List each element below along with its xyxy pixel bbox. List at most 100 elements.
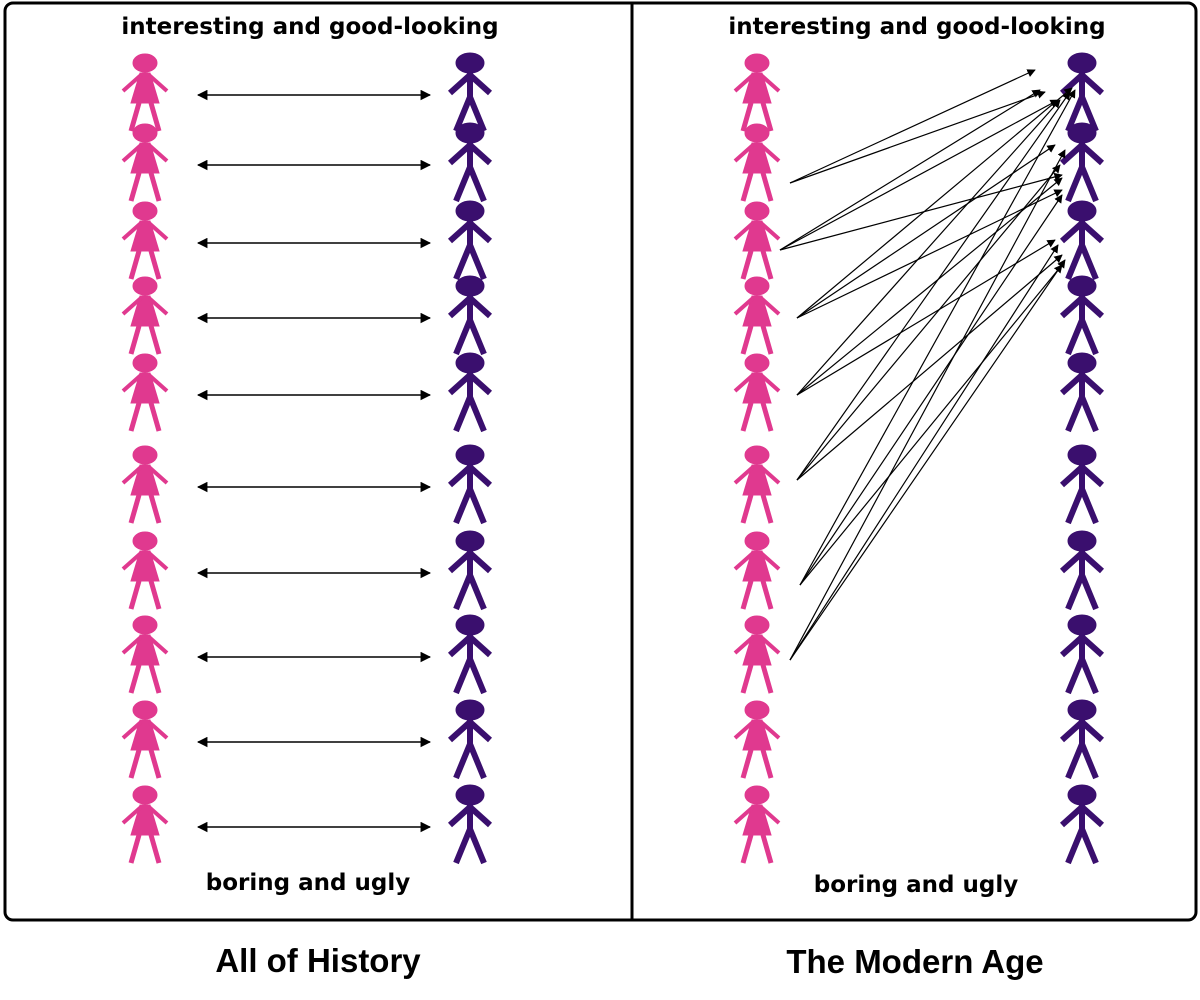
legs [740, 102, 774, 132]
man-figure [447, 275, 493, 356]
arms [733, 720, 781, 740]
legs [740, 664, 774, 694]
woman-figure [733, 531, 781, 610]
arrow [796, 99, 1061, 396]
body [447, 295, 493, 356]
woman-figure [733, 276, 781, 355]
head [744, 445, 770, 465]
arrow [789, 149, 1066, 661]
woman-figure [733, 201, 781, 280]
man-figure [1059, 784, 1105, 865]
head [1067, 122, 1097, 144]
body [1059, 220, 1105, 281]
woman-figure [121, 353, 169, 432]
dress [130, 72, 160, 104]
arms [733, 373, 781, 393]
body [1059, 634, 1105, 695]
legs [128, 172, 162, 202]
woman-figure [121, 445, 169, 524]
man-figure [1059, 614, 1105, 695]
man-figure [447, 699, 493, 780]
arrow [796, 177, 1063, 396]
body [447, 719, 493, 780]
arms [733, 143, 781, 163]
legs [128, 664, 162, 694]
dress [742, 142, 772, 174]
arrow [799, 194, 1063, 586]
head [1067, 614, 1097, 636]
legs [740, 250, 774, 280]
arms [733, 296, 781, 316]
figures [121, 52, 1105, 865]
woman-figure [733, 123, 781, 202]
arms [733, 635, 781, 655]
woman-figure [121, 531, 169, 610]
woman-figure [733, 445, 781, 524]
woman-figure [121, 700, 169, 779]
head [455, 530, 485, 552]
woman-figure [121, 615, 169, 694]
man-figure [447, 352, 493, 433]
man-figure [447, 122, 493, 203]
man-figure [447, 444, 493, 525]
legs [128, 325, 162, 355]
dress [742, 295, 772, 327]
man-figure [1059, 122, 1105, 203]
woman-figure [121, 123, 169, 202]
body [447, 550, 493, 611]
head [132, 615, 158, 635]
body [1059, 719, 1105, 780]
legs [128, 834, 162, 864]
woman-figure [733, 53, 781, 132]
dress [130, 719, 160, 751]
body [447, 220, 493, 281]
head [132, 531, 158, 551]
body [1059, 295, 1105, 356]
head [455, 444, 485, 466]
arrow [789, 259, 1066, 661]
body [447, 464, 493, 525]
body [1059, 464, 1105, 525]
arrow [799, 264, 1063, 586]
legs [128, 580, 162, 610]
woman-figure [121, 53, 169, 132]
man-figure [447, 530, 493, 611]
man-figure [447, 200, 493, 281]
dress [130, 464, 160, 496]
body [447, 634, 493, 695]
head [455, 352, 485, 374]
head [744, 700, 770, 720]
man-figure [1059, 200, 1105, 281]
arms [121, 720, 169, 740]
arrow [779, 89, 1041, 251]
arrow [779, 172, 1063, 251]
head [744, 276, 770, 296]
arms [121, 635, 169, 655]
head [455, 699, 485, 721]
arrow [796, 239, 1056, 396]
head [132, 353, 158, 373]
arms [733, 805, 781, 825]
head [744, 201, 770, 221]
dress [130, 372, 160, 404]
woman-figure [121, 785, 169, 864]
arms [121, 465, 169, 485]
head [132, 53, 158, 73]
arrow [789, 244, 1059, 661]
head [455, 784, 485, 806]
arms [733, 465, 781, 485]
woman-figure [121, 276, 169, 355]
head [455, 122, 485, 144]
arms [121, 805, 169, 825]
arrow [789, 90, 1046, 184]
dress [742, 372, 772, 404]
arms [121, 221, 169, 241]
head [132, 123, 158, 143]
arms [121, 551, 169, 571]
top-label: interesting and good-looking [728, 14, 1105, 40]
caption: All of History [215, 942, 421, 979]
woman-figure [121, 201, 169, 280]
man-figure [1059, 444, 1105, 525]
body [1059, 372, 1105, 433]
